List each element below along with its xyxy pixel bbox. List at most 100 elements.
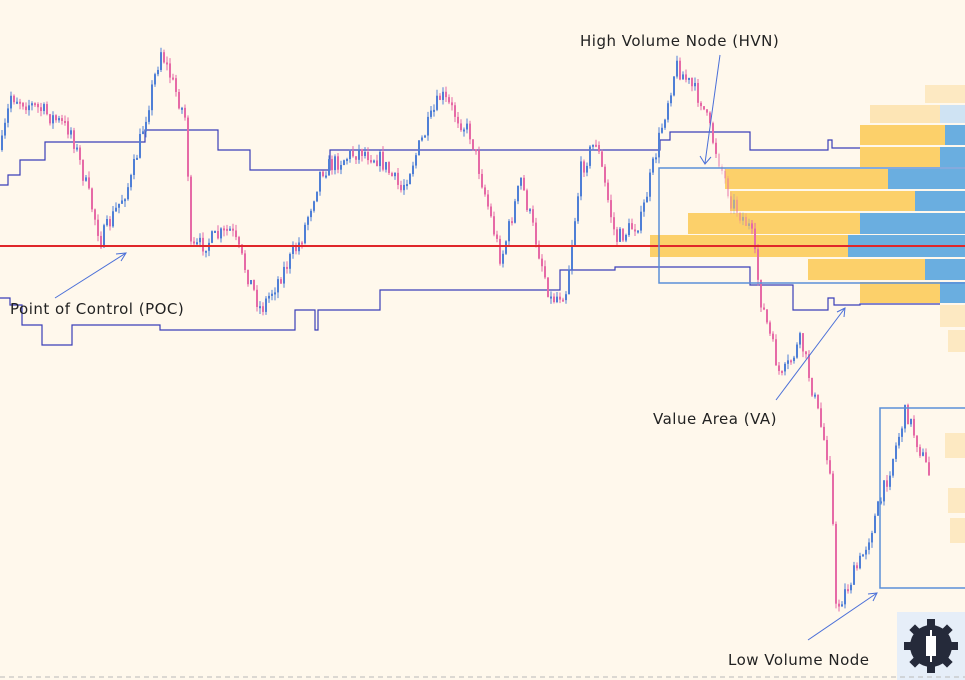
candle-body: [490, 206, 492, 217]
candle-body: [592, 144, 594, 147]
profile-bar: [730, 191, 915, 211]
candle-body: [586, 165, 588, 173]
candle-body: [535, 222, 537, 245]
candle-body: [580, 161, 582, 197]
value-area-box: [658, 167, 965, 284]
candle-body: [460, 123, 462, 131]
candle-body: [445, 91, 447, 98]
candle-body: [790, 360, 792, 363]
candle-body: [157, 69, 159, 75]
candle-body: [475, 149, 477, 152]
candle-body: [667, 103, 669, 120]
profile-bar: [870, 105, 940, 123]
candle-body: [292, 246, 294, 254]
candle-body: [103, 225, 105, 248]
candle-body: [115, 207, 117, 212]
candle-body: [64, 120, 66, 123]
candle-body: [136, 157, 138, 160]
candle-body: [556, 296, 558, 303]
candle-body: [616, 229, 618, 242]
candle-body: [595, 144, 597, 147]
profile-bar: [860, 125, 945, 145]
candle-body: [718, 153, 720, 167]
candle-body: [523, 177, 525, 191]
candle-body: [922, 452, 924, 456]
candle-body: [340, 164, 342, 170]
candle-body: [148, 110, 150, 122]
candle-body: [793, 357, 795, 362]
candle-body: [319, 171, 321, 192]
candle-body: [610, 200, 612, 218]
candle-body: [430, 110, 432, 117]
candle-body: [784, 363, 786, 372]
candle-body: [283, 266, 285, 284]
candle-body: [712, 123, 714, 143]
candle-body: [871, 533, 873, 543]
candle-body: [145, 121, 147, 132]
candle-body: [844, 589, 846, 605]
candle-body: [511, 221, 513, 224]
candle-body: [70, 130, 72, 135]
candle-body: [799, 333, 801, 345]
candle-body: [385, 162, 387, 170]
candle-body: [280, 279, 282, 284]
candle-body: [649, 172, 651, 197]
candle-body: [346, 159, 348, 162]
candle-body: [880, 501, 882, 504]
candle-body: [502, 253, 504, 264]
candle-body: [265, 298, 267, 312]
candle-body: [175, 78, 177, 92]
candle-body: [7, 108, 9, 123]
candle-body: [40, 107, 42, 112]
candle-body: [787, 360, 789, 364]
profile-bar: [860, 282, 940, 303]
profile-bar: [940, 305, 965, 327]
candle-body: [262, 306, 264, 312]
candle-body: [496, 234, 498, 239]
arrow: [704, 54, 721, 164]
candle-body: [91, 188, 93, 210]
profile-bar: [688, 213, 860, 234]
candle-body: [655, 157, 657, 160]
profile-bar: [950, 518, 965, 543]
candle-body: [913, 418, 915, 436]
candle-body: [544, 266, 546, 278]
candle-body: [607, 182, 609, 201]
candle-body: [733, 199, 735, 209]
candle-body: [415, 155, 417, 166]
candle-body: [196, 242, 198, 245]
candle-body: [769, 322, 771, 334]
candle-body: [619, 228, 621, 242]
candle-body: [631, 223, 633, 230]
profile-bar: [948, 330, 965, 352]
candle-body: [274, 292, 276, 295]
candle-body: [181, 107, 183, 110]
candle-body: [277, 279, 279, 293]
candle-body: [46, 104, 48, 115]
candle-body: [850, 584, 852, 591]
candle-body: [730, 196, 732, 209]
candle-body: [853, 565, 855, 585]
candle-body: [232, 228, 234, 231]
candle-body: [442, 91, 444, 100]
candle-body: [697, 82, 699, 103]
candle-body: [334, 156, 336, 171]
candle-body: [562, 299, 564, 302]
candle-body: [226, 228, 228, 231]
candle-body: [121, 200, 123, 204]
candle-body: [211, 231, 213, 243]
candle-body: [451, 102, 453, 106]
candle-body: [67, 121, 69, 135]
candle-body: [322, 171, 324, 177]
candle-body: [529, 209, 531, 212]
candle-body: [391, 173, 393, 177]
candle-body: [361, 149, 363, 156]
candle-body: [271, 293, 273, 296]
candle-body: [694, 82, 696, 87]
candle-body: [715, 142, 717, 154]
candle-body: [289, 253, 291, 269]
candle-body: [910, 418, 912, 425]
candle-body: [202, 237, 204, 252]
candle-body: [433, 109, 435, 112]
candle-body: [58, 118, 60, 121]
